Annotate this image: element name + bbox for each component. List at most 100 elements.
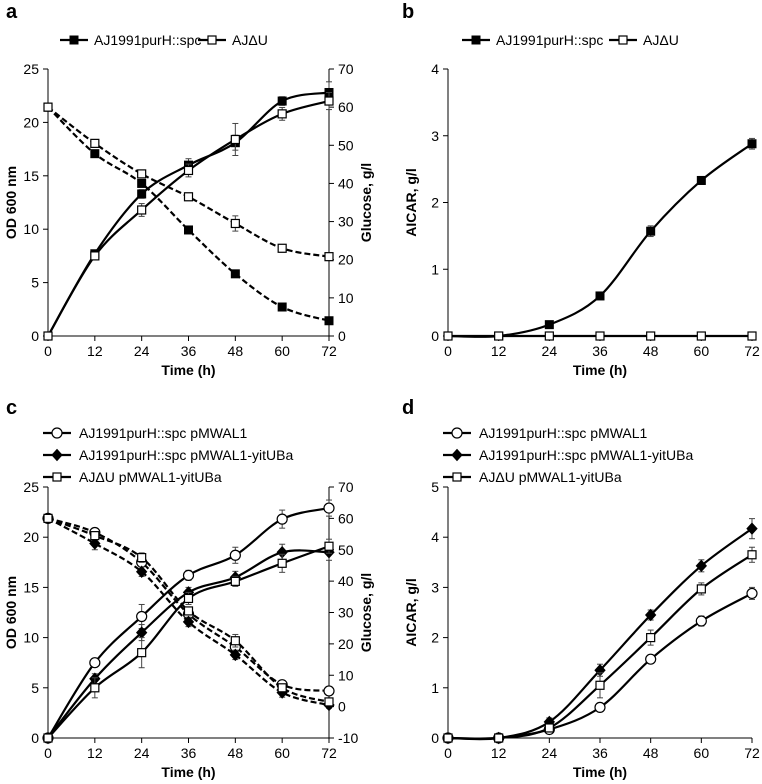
y2-tick-label: 50 xyxy=(338,542,354,558)
y-tick-label: 1 xyxy=(431,261,439,277)
series-AJ-U-pMWAL1-yitUBa-glucose xyxy=(43,513,334,707)
x-tick-label: 60 xyxy=(694,343,710,359)
y-tick-label: 5 xyxy=(31,275,39,291)
data-point xyxy=(89,537,101,550)
x-tick-label: 24 xyxy=(542,745,558,761)
legend-item: AJΔU xyxy=(198,32,268,48)
x-tick-label: 0 xyxy=(444,745,452,761)
panel-letter: a xyxy=(6,1,18,23)
series-line xyxy=(47,91,330,337)
x-tick-label: 72 xyxy=(321,343,337,359)
series-AJ-U-pMWAL1-yitUBa-od xyxy=(43,538,334,743)
data-point xyxy=(746,522,758,535)
data-point xyxy=(747,550,757,560)
data-point xyxy=(644,608,657,622)
x-tick-label: 60 xyxy=(274,745,290,761)
data-point xyxy=(323,685,335,697)
data-point xyxy=(182,615,195,629)
data-point xyxy=(324,697,334,707)
legend: AJ1991purH::spc AJΔU xyxy=(60,32,268,48)
y-tick-label: 0 xyxy=(431,328,439,344)
series-line xyxy=(47,106,330,322)
data-point xyxy=(324,541,334,551)
legend-label: AJΔU xyxy=(232,32,268,48)
y2-tick-label: 70 xyxy=(338,479,354,495)
series-AJ-U-od xyxy=(43,91,334,341)
data-point xyxy=(136,610,148,623)
data-point xyxy=(137,189,147,199)
legend-label: AJΔU xyxy=(643,32,679,48)
legend-item: AJΔU pMWAL1-yitUBa xyxy=(443,469,622,485)
x-tick-label: 60 xyxy=(694,745,710,761)
y2-tick-label: 10 xyxy=(338,290,354,306)
data-point xyxy=(230,218,240,229)
y-tick-label: 5 xyxy=(31,680,39,696)
legend-swatch-marker xyxy=(207,35,217,45)
y2-tick-label: 10 xyxy=(338,667,354,683)
x-tick-label: 48 xyxy=(643,343,659,359)
y-tick-label: 0 xyxy=(431,730,439,746)
data-point xyxy=(183,165,194,176)
data-point xyxy=(43,733,53,743)
data-point xyxy=(645,653,657,665)
data-point xyxy=(747,139,757,149)
data-point xyxy=(184,225,193,235)
data-point xyxy=(646,331,656,341)
y2-tick-label: 0 xyxy=(338,699,346,715)
data-point xyxy=(544,723,554,733)
series-AJ-U-glucose xyxy=(43,102,334,262)
x-tick-label: 72 xyxy=(321,745,337,761)
data-point xyxy=(90,531,100,541)
data-point xyxy=(137,169,147,179)
x-tick-label: 0 xyxy=(44,343,52,359)
data-point xyxy=(277,558,287,568)
x-tick-label: 0 xyxy=(44,745,52,761)
x-tick-label: 12 xyxy=(87,343,103,359)
data-point xyxy=(229,648,242,662)
legend-item: AJ1991purH::spc xyxy=(60,32,201,48)
data-point xyxy=(695,615,707,627)
data-point xyxy=(324,252,334,262)
panel-letter: c xyxy=(6,397,17,419)
data-point xyxy=(277,683,287,693)
legend-item: AJ1991purH::spc pMWAL1-yitUBa xyxy=(443,447,693,463)
legend-label: AJ1991purH::spc pMWAL1-yitUBa xyxy=(79,447,293,463)
legend-swatch-marker xyxy=(618,35,628,45)
data-point xyxy=(747,331,757,341)
data-point xyxy=(90,149,100,159)
y-tick-label: 15 xyxy=(23,168,39,184)
data-point xyxy=(230,576,240,586)
legend-swatch-marker xyxy=(52,472,62,482)
data-point xyxy=(277,109,287,119)
x-tick-label: 12 xyxy=(87,745,103,761)
legend-swatch-marker xyxy=(471,35,481,45)
x-tick-label: 48 xyxy=(228,343,244,359)
panel-a: a0 12 24 36 48 60 720510152025010203040506070T… xyxy=(3,1,374,378)
series-AJ-U-pMWAL1-yitUBa xyxy=(443,546,757,743)
data-point xyxy=(89,657,101,669)
y2-tick-label: 40 xyxy=(338,573,354,589)
data-point xyxy=(137,648,147,658)
legend-swatch-marker xyxy=(451,427,463,439)
y-tick-label: 25 xyxy=(23,479,39,495)
x-tick-label: 60 xyxy=(274,343,290,359)
data-point xyxy=(277,243,287,253)
y2-tick-label: 50 xyxy=(338,137,354,153)
y-tick-label: 25 xyxy=(23,61,39,77)
data-point xyxy=(137,552,147,563)
legend-item: AJ1991purH::spc pMWAL1 xyxy=(443,425,648,441)
data-point xyxy=(695,559,708,573)
data-point xyxy=(746,587,758,600)
data-point xyxy=(594,701,606,713)
legend-item: AJ1991purH::spc pMWAL1-yitUBa xyxy=(43,447,293,463)
y-tick-label: 4 xyxy=(431,529,439,545)
y2-tick-label: -10 xyxy=(338,730,358,746)
data-point xyxy=(230,636,240,646)
y2-tick-label: 60 xyxy=(338,99,354,115)
data-point xyxy=(135,565,148,578)
y-tick-label: 2 xyxy=(431,630,439,646)
legend-label: AJ1991purH::spc xyxy=(94,32,201,48)
series-line xyxy=(447,142,753,338)
data-point xyxy=(494,733,504,743)
